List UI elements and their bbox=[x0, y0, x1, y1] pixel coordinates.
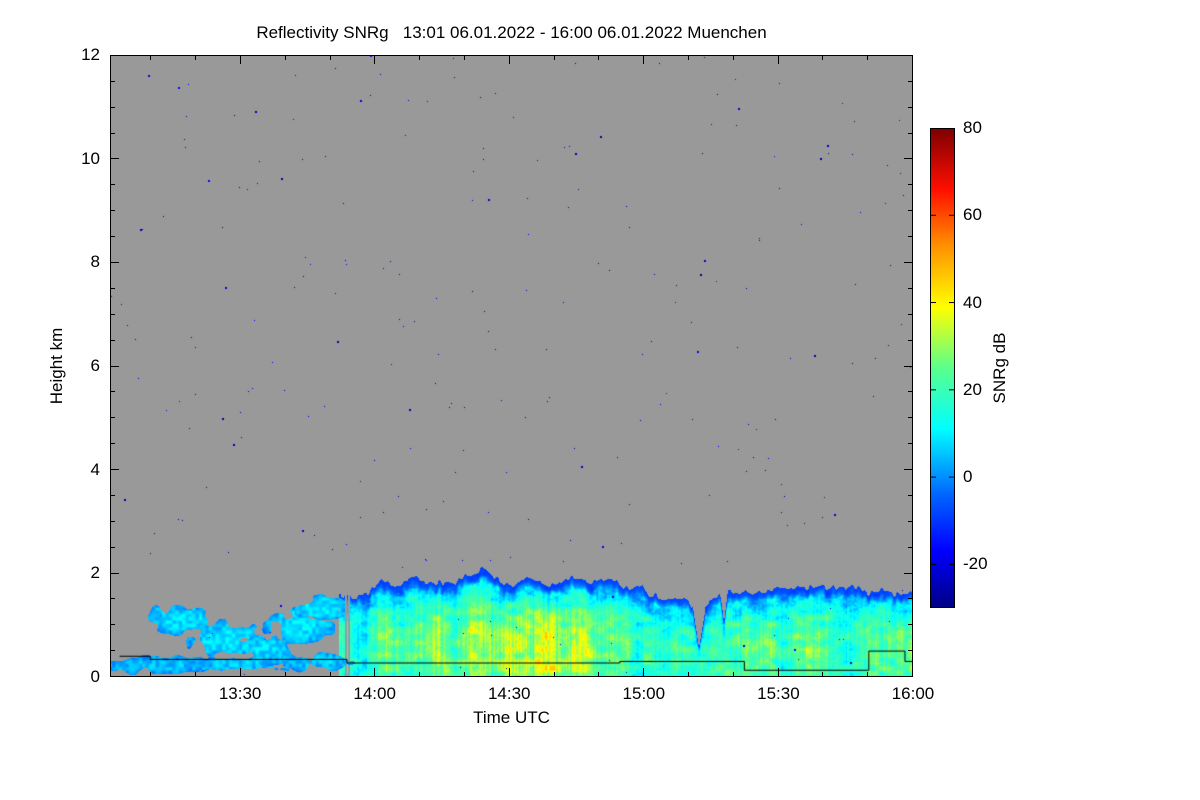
colorbar-tick-label: -20 bbox=[963, 554, 988, 574]
y-tick-label: 2 bbox=[90, 563, 100, 583]
x-tick-label: 13:30 bbox=[218, 684, 262, 703]
colorbar-gradient bbox=[931, 129, 954, 607]
y-tick-label: 6 bbox=[90, 356, 100, 375]
colorbar-tick-label: 20 bbox=[963, 379, 982, 399]
chart-title: Reflectivity SNRg 13:01 06.01.2022 - 16:… bbox=[256, 23, 767, 42]
x-tick-label: 16:00 bbox=[891, 684, 935, 703]
colorbar-tick-label: 0 bbox=[963, 467, 973, 487]
colorbar-tick-label: 40 bbox=[963, 292, 982, 312]
colorbar-tick-label: 80 bbox=[963, 118, 982, 137]
colorbar-tick-label: 60 bbox=[963, 205, 982, 225]
x-tick-label: 14:00 bbox=[353, 684, 396, 703]
y-tick-label: 0 bbox=[90, 667, 100, 686]
y-tick-label: 8 bbox=[90, 252, 100, 272]
x-tick-label: 15:30 bbox=[757, 684, 800, 703]
colorbar-label: SNRg dB bbox=[990, 332, 1009, 404]
y-tick-label: 12 bbox=[81, 45, 100, 64]
axes-frame-svg bbox=[110, 55, 913, 677]
x-tick-label: 14:30 bbox=[487, 684, 531, 703]
colorbar bbox=[930, 128, 955, 608]
x-axis-label: Time UTC bbox=[473, 708, 550, 727]
y-tick-label: 10 bbox=[81, 148, 100, 168]
x-tick-label: 15:00 bbox=[622, 684, 666, 703]
y-tick-label: 4 bbox=[90, 459, 100, 479]
colorbar-ticks-svg bbox=[931, 128, 954, 565]
heatmap-canvas bbox=[110, 55, 913, 677]
